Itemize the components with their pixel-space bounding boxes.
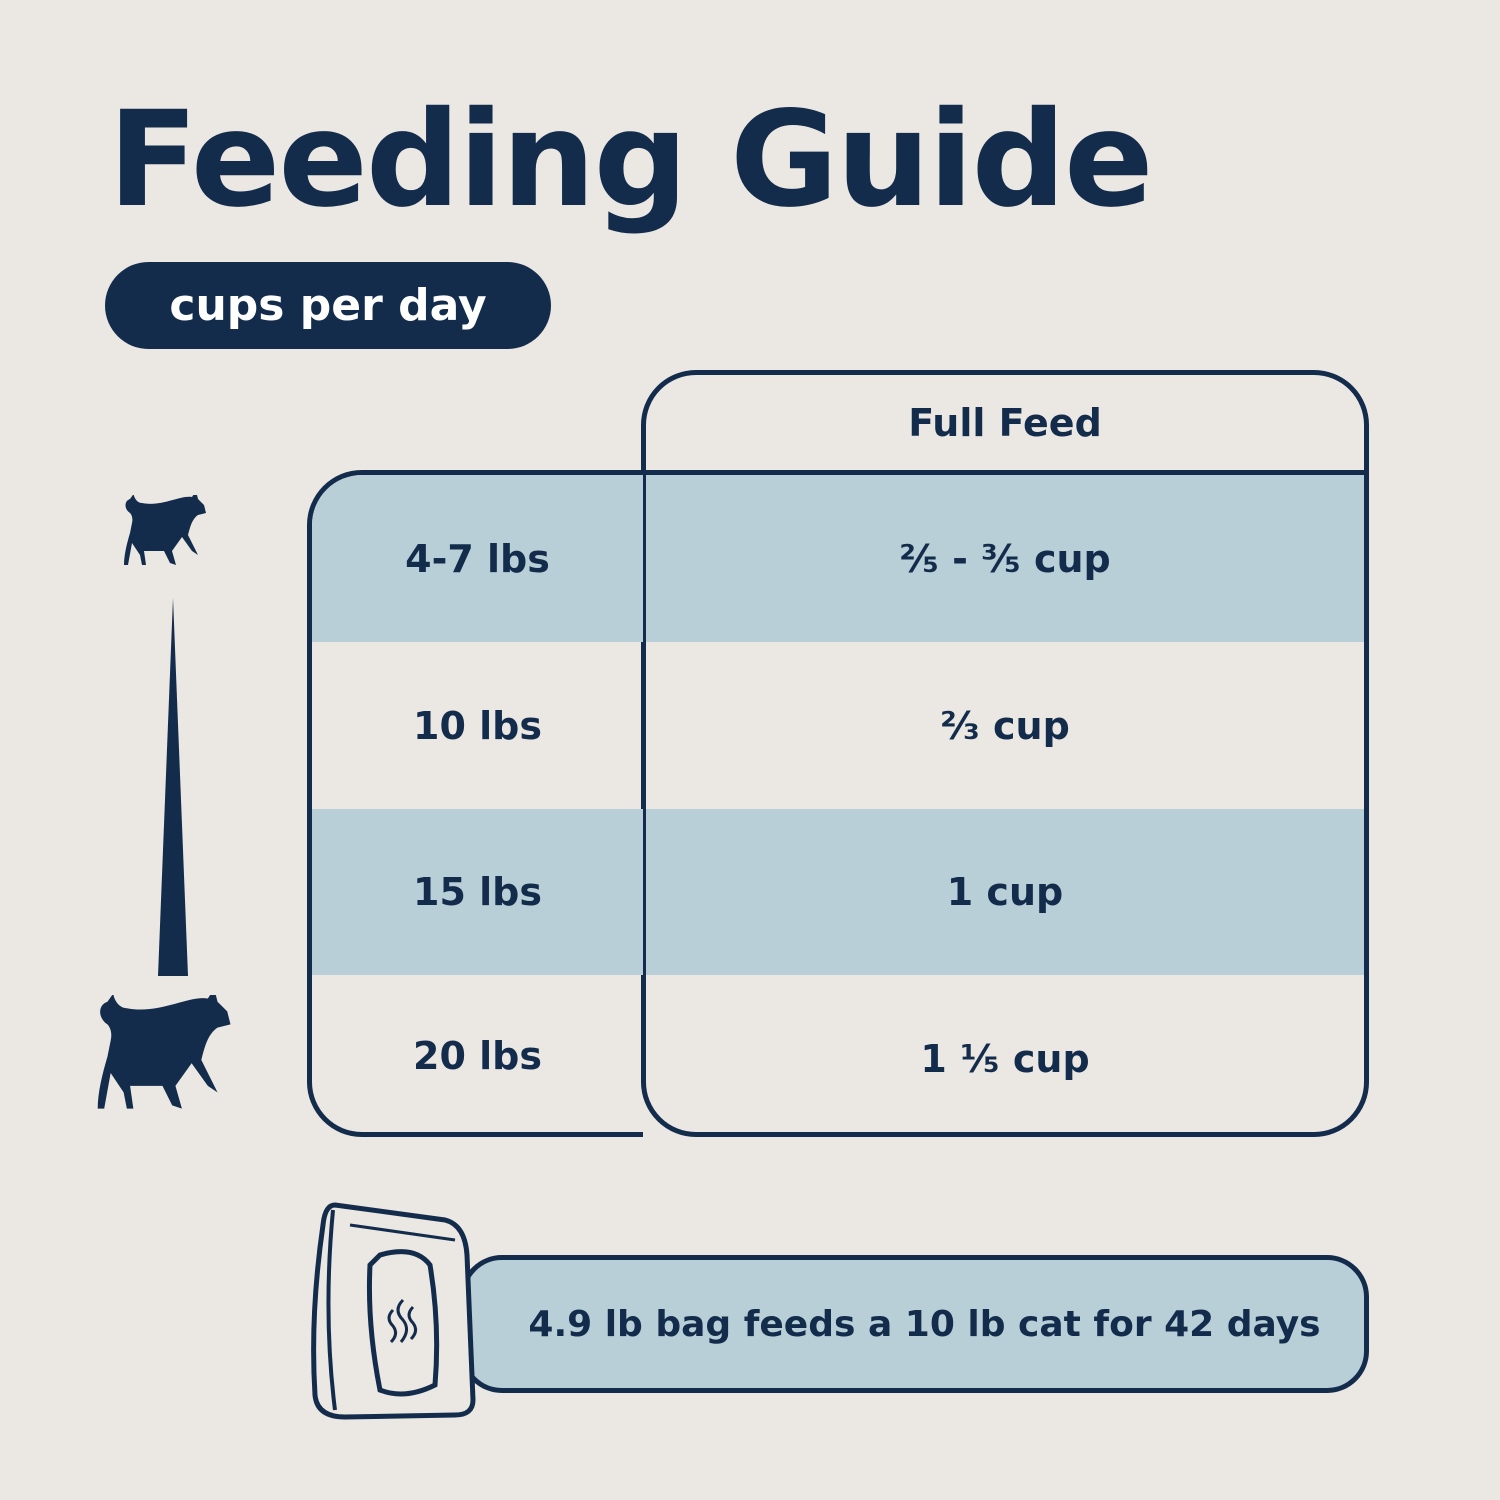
column-header-full-feed: Full Feed — [646, 375, 1364, 475]
amount-cell: 1 cup — [646, 809, 1364, 975]
small-cat-icon — [124, 495, 206, 565]
full-feed-column: Full Feed ²⁄₅ - ³⁄₅ cup ²⁄₃ cup 1 cup 1 … — [641, 370, 1369, 1137]
page-title: Feeding Guide — [108, 83, 1154, 237]
weight-column: 4-7 lbs 10 lbs 15 lbs 20 lbs — [307, 470, 643, 1137]
amount-cell: ²⁄₅ - ³⁄₅ cup — [646, 475, 1364, 642]
unit-pill: cups per day — [105, 262, 551, 349]
large-cat-icon — [97, 995, 231, 1109]
weight-cell: 4-7 lbs — [312, 475, 643, 642]
amount-cell: 1 ¹⁄₅ cup — [920, 1036, 1090, 1081]
food-bag-icon — [311, 1202, 476, 1420]
size-scale-wedge-icon — [158, 598, 188, 976]
amount-cell: ²⁄₃ cup — [940, 703, 1070, 748]
bag-info-banner: 4.9 lb bag feeds a 10 lb cat for 42 days — [460, 1255, 1369, 1393]
weight-cell: 15 lbs — [312, 809, 643, 975]
weight-cell: 10 lbs — [413, 703, 542, 748]
weight-cell: 20 lbs — [413, 1034, 542, 1078]
